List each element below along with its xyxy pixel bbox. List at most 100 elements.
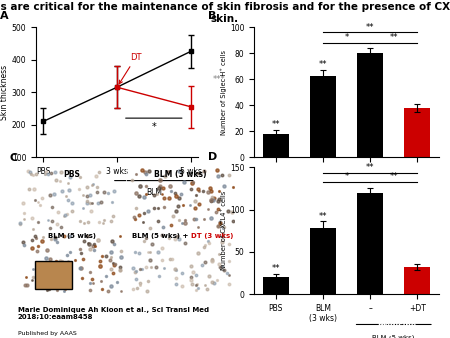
Point <box>193 282 200 288</box>
Point <box>65 187 72 193</box>
Point <box>144 208 152 213</box>
Point <box>219 172 226 177</box>
Point <box>42 169 49 174</box>
Point <box>64 259 71 264</box>
Point <box>225 172 232 177</box>
Point <box>205 273 212 279</box>
Point <box>117 268 124 273</box>
Point <box>30 266 37 272</box>
Point <box>28 237 35 242</box>
Point <box>52 235 59 240</box>
Point <box>80 205 87 211</box>
Point <box>131 216 139 221</box>
Point <box>159 257 166 263</box>
Point <box>118 248 125 254</box>
Text: Fig. 7 pDCs are critical for the maintenance of skin fibrosis and for the presen: Fig. 7 pDCs are critical for the mainten… <box>0 2 450 12</box>
Point <box>216 251 223 257</box>
Point <box>64 180 72 186</box>
Point <box>213 168 220 173</box>
Point <box>26 187 33 192</box>
Point <box>17 221 24 227</box>
Point <box>156 177 163 182</box>
Point <box>193 281 200 287</box>
Point <box>79 257 86 262</box>
Point <box>29 215 36 220</box>
Point <box>94 189 101 194</box>
Point <box>194 171 201 176</box>
Point <box>86 200 94 206</box>
Point <box>138 167 145 173</box>
Point <box>136 280 144 285</box>
Point <box>189 179 197 184</box>
Point <box>208 258 216 264</box>
Point <box>39 195 46 200</box>
Point <box>58 258 66 263</box>
Point <box>102 274 109 279</box>
Point <box>16 220 23 226</box>
Point <box>141 195 148 200</box>
Point <box>135 212 143 218</box>
Point <box>167 222 175 227</box>
Point <box>212 209 220 215</box>
Point <box>224 270 231 276</box>
Point <box>81 239 88 244</box>
Point <box>165 170 172 175</box>
Point <box>204 239 211 244</box>
Text: BLM (5 wks): BLM (5 wks) <box>48 233 96 239</box>
Point <box>175 196 182 201</box>
Point <box>84 233 91 239</box>
Point <box>136 266 143 271</box>
Point <box>221 267 228 273</box>
Point <box>46 286 53 291</box>
Point <box>104 289 112 294</box>
Point <box>50 192 58 197</box>
Point <box>204 206 212 212</box>
Point <box>137 184 144 189</box>
Point <box>186 202 193 207</box>
Point <box>225 209 232 214</box>
Point <box>180 203 187 208</box>
Point <box>210 197 217 203</box>
Point <box>98 254 105 259</box>
Point <box>31 197 38 202</box>
Point <box>158 191 166 196</box>
Point <box>187 277 194 282</box>
Point <box>188 186 195 191</box>
Point <box>65 274 72 279</box>
Point <box>194 285 201 290</box>
Point <box>29 226 36 231</box>
Point <box>68 208 76 213</box>
Point <box>28 245 36 250</box>
Text: **: ** <box>390 33 398 42</box>
Point <box>77 266 85 271</box>
Point <box>217 264 224 270</box>
Point <box>47 237 54 242</box>
Point <box>76 265 84 270</box>
Text: **: ** <box>390 172 398 181</box>
Bar <box>263 277 288 294</box>
Bar <box>357 53 383 157</box>
Point <box>188 180 195 186</box>
Point <box>47 256 54 262</box>
Point <box>160 224 167 230</box>
Point <box>209 256 216 262</box>
Point <box>142 264 149 270</box>
Bar <box>357 193 383 294</box>
Point <box>108 199 115 205</box>
Point <box>111 188 118 194</box>
Point <box>23 274 30 280</box>
Point <box>48 204 55 210</box>
Point <box>214 198 221 203</box>
Point <box>43 256 50 261</box>
Point <box>144 288 151 294</box>
Point <box>159 245 166 250</box>
Point <box>195 251 202 256</box>
Point <box>87 269 94 274</box>
Point <box>175 168 182 174</box>
Point <box>178 192 185 197</box>
Point <box>91 247 98 253</box>
Point <box>96 259 103 264</box>
Point <box>161 173 168 178</box>
Point <box>208 194 216 199</box>
Point <box>108 283 115 288</box>
